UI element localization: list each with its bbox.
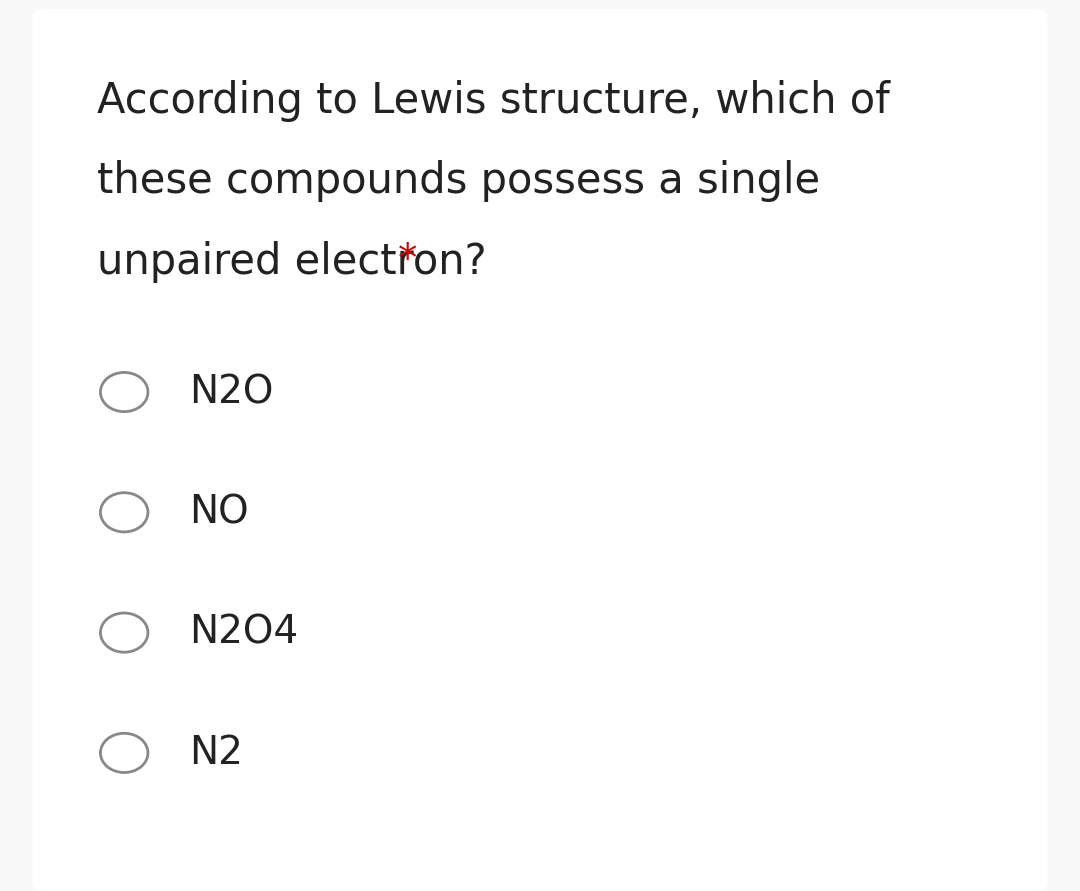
Text: N2: N2 [189, 734, 243, 772]
Text: N2O4: N2O4 [189, 614, 298, 651]
Text: unpaired electron?: unpaired electron? [97, 241, 500, 282]
Text: According to Lewis structure, which of: According to Lewis structure, which of [97, 80, 890, 122]
Text: NO: NO [189, 494, 248, 531]
Text: N2O: N2O [189, 373, 273, 411]
Text: *: * [397, 241, 417, 279]
Text: these compounds possess a single: these compounds possess a single [97, 160, 821, 202]
